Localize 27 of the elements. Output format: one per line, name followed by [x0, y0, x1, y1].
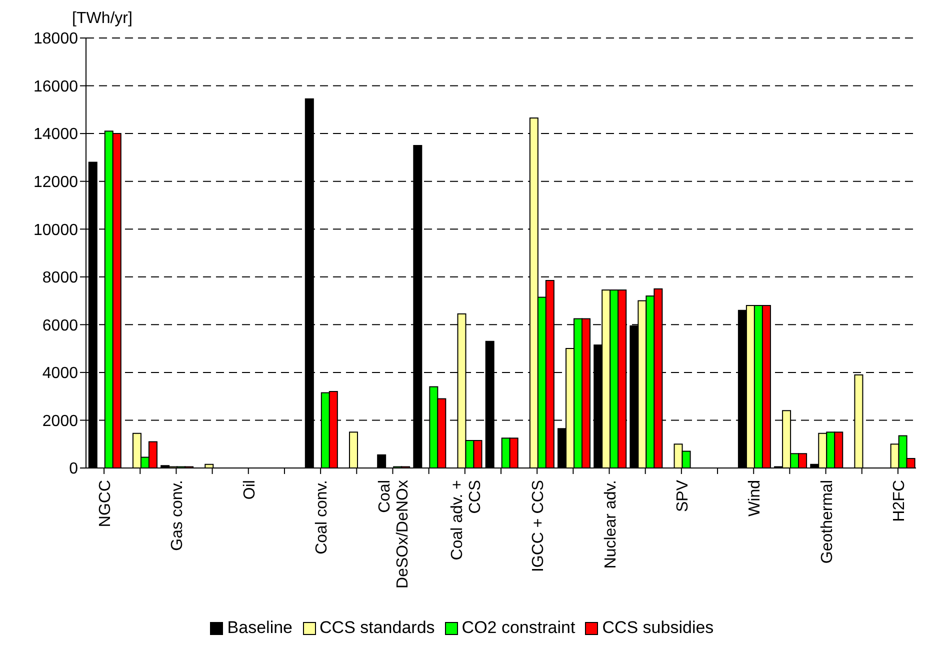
y-tick-label: 12000 — [34, 174, 78, 192]
legend-label: Baseline — [226, 618, 293, 638]
y-tick-label: 6000 — [42, 317, 78, 334]
y-tick-label: 0 — [69, 460, 78, 478]
y-tick-label: 10000 — [34, 222, 78, 239]
x-tick-label: NGCC — [97, 480, 114, 528]
y-tick-label: 18000 — [34, 30, 78, 48]
y-tick-label: 2000 — [42, 412, 78, 430]
x-tick-label: IGCC + CCS — [530, 480, 548, 572]
x-tick-label: Nuclear adv. — [602, 480, 620, 569]
y-tick-label: 8000 — [42, 270, 78, 287]
x-tick-label: H2FC — [890, 480, 908, 522]
legend-label: CO2 constraint — [460, 618, 576, 638]
x-tick-label: Coal DeSOx/DeNOx — [376, 480, 412, 588]
x-tick-label: Geothermal — [818, 480, 836, 564]
x-tick-label: Gas conv. — [169, 480, 186, 551]
x-tick-label: Coal conv. — [314, 480, 331, 554]
legend-label: CCS standards — [318, 618, 435, 638]
x-tick-label: Wind — [746, 480, 764, 516]
y-tick-label: 4000 — [42, 365, 78, 382]
x-tick-label: Oil — [241, 480, 258, 500]
y-tick-label: 14000 — [34, 126, 78, 144]
y-axis-title: [TWh/yr] — [72, 10, 132, 28]
legend-label: CCS subsidies — [601, 618, 714, 638]
x-tick-label: SPV — [674, 480, 692, 512]
y-tick-label: 16000 — [34, 78, 78, 96]
x-tick-label: Coal adv. + CCS — [448, 480, 484, 560]
